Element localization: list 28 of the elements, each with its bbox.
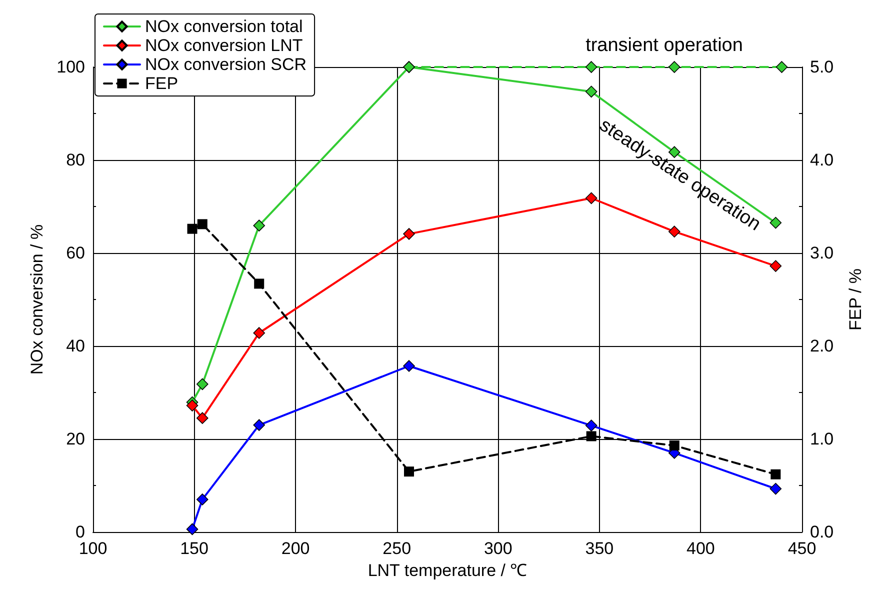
x-tick-label: 300 — [484, 539, 512, 558]
y2-tick-label: 1.0 — [810, 430, 834, 448]
x-tick-label: 100 — [78, 539, 108, 558]
y-tick-label: 20 — [66, 430, 85, 448]
legend-label: FEP — [145, 74, 178, 93]
y-tick-label: 80 — [66, 150, 85, 170]
y-tick-label: 40 — [66, 336, 85, 356]
y2-tick-label: 0.0 — [810, 522, 834, 542]
x-tick-label: 250 — [382, 539, 412, 558]
legend-label: NOx conversion SCR — [145, 55, 307, 74]
legend-label: NOx conversion total — [145, 17, 303, 36]
x-tick-label: 450 — [788, 539, 816, 558]
x-tick-label: 400 — [686, 539, 715, 558]
x-tick-label: 150 — [180, 539, 208, 558]
x-tick-label: 350 — [585, 539, 614, 558]
y2-tick-label: 4.0 — [810, 150, 834, 170]
annotation: transient operation — [586, 35, 743, 56]
y-tick-label: 0 — [76, 522, 85, 542]
legend-label: NOx conversion LNT — [145, 36, 303, 55]
y2-tick-label: 5.0 — [810, 58, 834, 76]
y-tick-label: 100 — [56, 58, 85, 76]
y2-tick-label: 3.0 — [810, 244, 834, 262]
y2-axis-title: FEP / % — [846, 268, 865, 331]
y2-tick-label: 2.0 — [810, 336, 834, 356]
x-tick-label: 200 — [281, 539, 310, 558]
x-axis-title: LNT temperature / ℃ — [368, 560, 528, 580]
y-tick-label: 60 — [66, 244, 85, 262]
y-axis-title: NOx conversion / % — [28, 224, 47, 375]
